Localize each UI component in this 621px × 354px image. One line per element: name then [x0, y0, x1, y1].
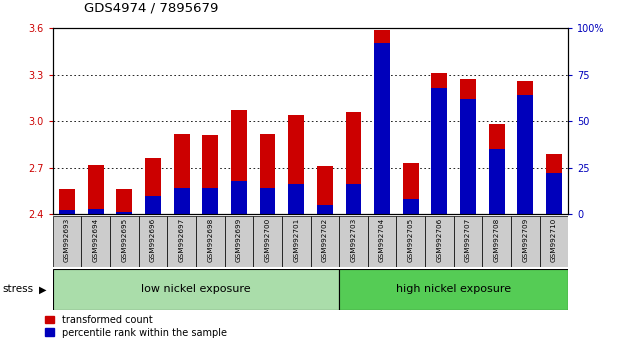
- Text: stress: stress: [2, 284, 34, 295]
- Bar: [253, 216, 282, 267]
- Text: GSM992702: GSM992702: [322, 217, 328, 262]
- Text: GSM992708: GSM992708: [494, 217, 500, 262]
- Bar: [88, 209, 104, 214]
- Bar: [374, 43, 390, 214]
- Text: GSM992697: GSM992697: [179, 217, 184, 262]
- Text: GSM992710: GSM992710: [551, 217, 557, 262]
- Bar: [231, 181, 247, 214]
- Bar: [403, 163, 419, 214]
- Bar: [339, 216, 368, 267]
- Bar: [432, 88, 447, 214]
- Text: GSM992694: GSM992694: [93, 217, 99, 262]
- Bar: [489, 149, 504, 214]
- Bar: [511, 216, 540, 267]
- Bar: [517, 81, 533, 214]
- Bar: [138, 216, 167, 267]
- Text: GSM992707: GSM992707: [465, 217, 471, 262]
- Bar: [225, 216, 253, 267]
- Text: GSM992700: GSM992700: [265, 217, 271, 262]
- Bar: [454, 216, 483, 267]
- Bar: [167, 216, 196, 267]
- Bar: [339, 269, 568, 310]
- Text: GSM992706: GSM992706: [437, 217, 442, 262]
- Bar: [345, 112, 361, 214]
- Bar: [145, 195, 161, 214]
- Bar: [540, 216, 568, 267]
- Text: GSM992693: GSM992693: [64, 217, 70, 262]
- Text: high nickel exposure: high nickel exposure: [396, 284, 511, 295]
- Bar: [483, 216, 511, 267]
- Text: ▶: ▶: [39, 284, 47, 295]
- Bar: [282, 216, 310, 267]
- Bar: [88, 165, 104, 214]
- Bar: [231, 110, 247, 214]
- Bar: [110, 216, 138, 267]
- Bar: [260, 133, 276, 214]
- Bar: [202, 188, 218, 214]
- Bar: [403, 199, 419, 214]
- Text: GDS4974 / 7895679: GDS4974 / 7895679: [84, 1, 218, 14]
- Bar: [368, 216, 396, 267]
- Text: GSM992705: GSM992705: [408, 217, 414, 262]
- Bar: [196, 216, 225, 267]
- Bar: [145, 159, 161, 214]
- Bar: [174, 133, 189, 214]
- Bar: [517, 95, 533, 214]
- Bar: [260, 188, 276, 214]
- Bar: [310, 216, 339, 267]
- Text: GSM992695: GSM992695: [121, 217, 127, 262]
- Bar: [460, 79, 476, 214]
- Bar: [59, 189, 75, 214]
- Text: GSM992703: GSM992703: [350, 217, 356, 262]
- Bar: [460, 99, 476, 214]
- Bar: [317, 205, 333, 214]
- Text: GSM992699: GSM992699: [236, 217, 242, 262]
- Bar: [81, 216, 110, 267]
- Bar: [345, 184, 361, 214]
- Bar: [117, 212, 132, 214]
- Bar: [288, 115, 304, 214]
- Legend: transformed count, percentile rank within the sample: transformed count, percentile rank withi…: [45, 315, 227, 337]
- Text: GSM992698: GSM992698: [207, 217, 213, 262]
- Bar: [546, 154, 562, 214]
- Bar: [288, 184, 304, 214]
- Text: GSM992701: GSM992701: [293, 217, 299, 262]
- Bar: [396, 216, 425, 267]
- Bar: [374, 30, 390, 214]
- Text: GSM992704: GSM992704: [379, 217, 385, 262]
- Bar: [432, 73, 447, 214]
- Bar: [546, 173, 562, 214]
- Text: low nickel exposure: low nickel exposure: [141, 284, 251, 295]
- Bar: [174, 188, 189, 214]
- Bar: [59, 210, 75, 214]
- Text: GSM992709: GSM992709: [522, 217, 528, 262]
- Bar: [202, 135, 218, 214]
- Bar: [117, 189, 132, 214]
- Text: GSM992696: GSM992696: [150, 217, 156, 262]
- Bar: [53, 269, 339, 310]
- Bar: [489, 124, 504, 214]
- Bar: [425, 216, 454, 267]
- Bar: [317, 166, 333, 214]
- Bar: [53, 216, 81, 267]
